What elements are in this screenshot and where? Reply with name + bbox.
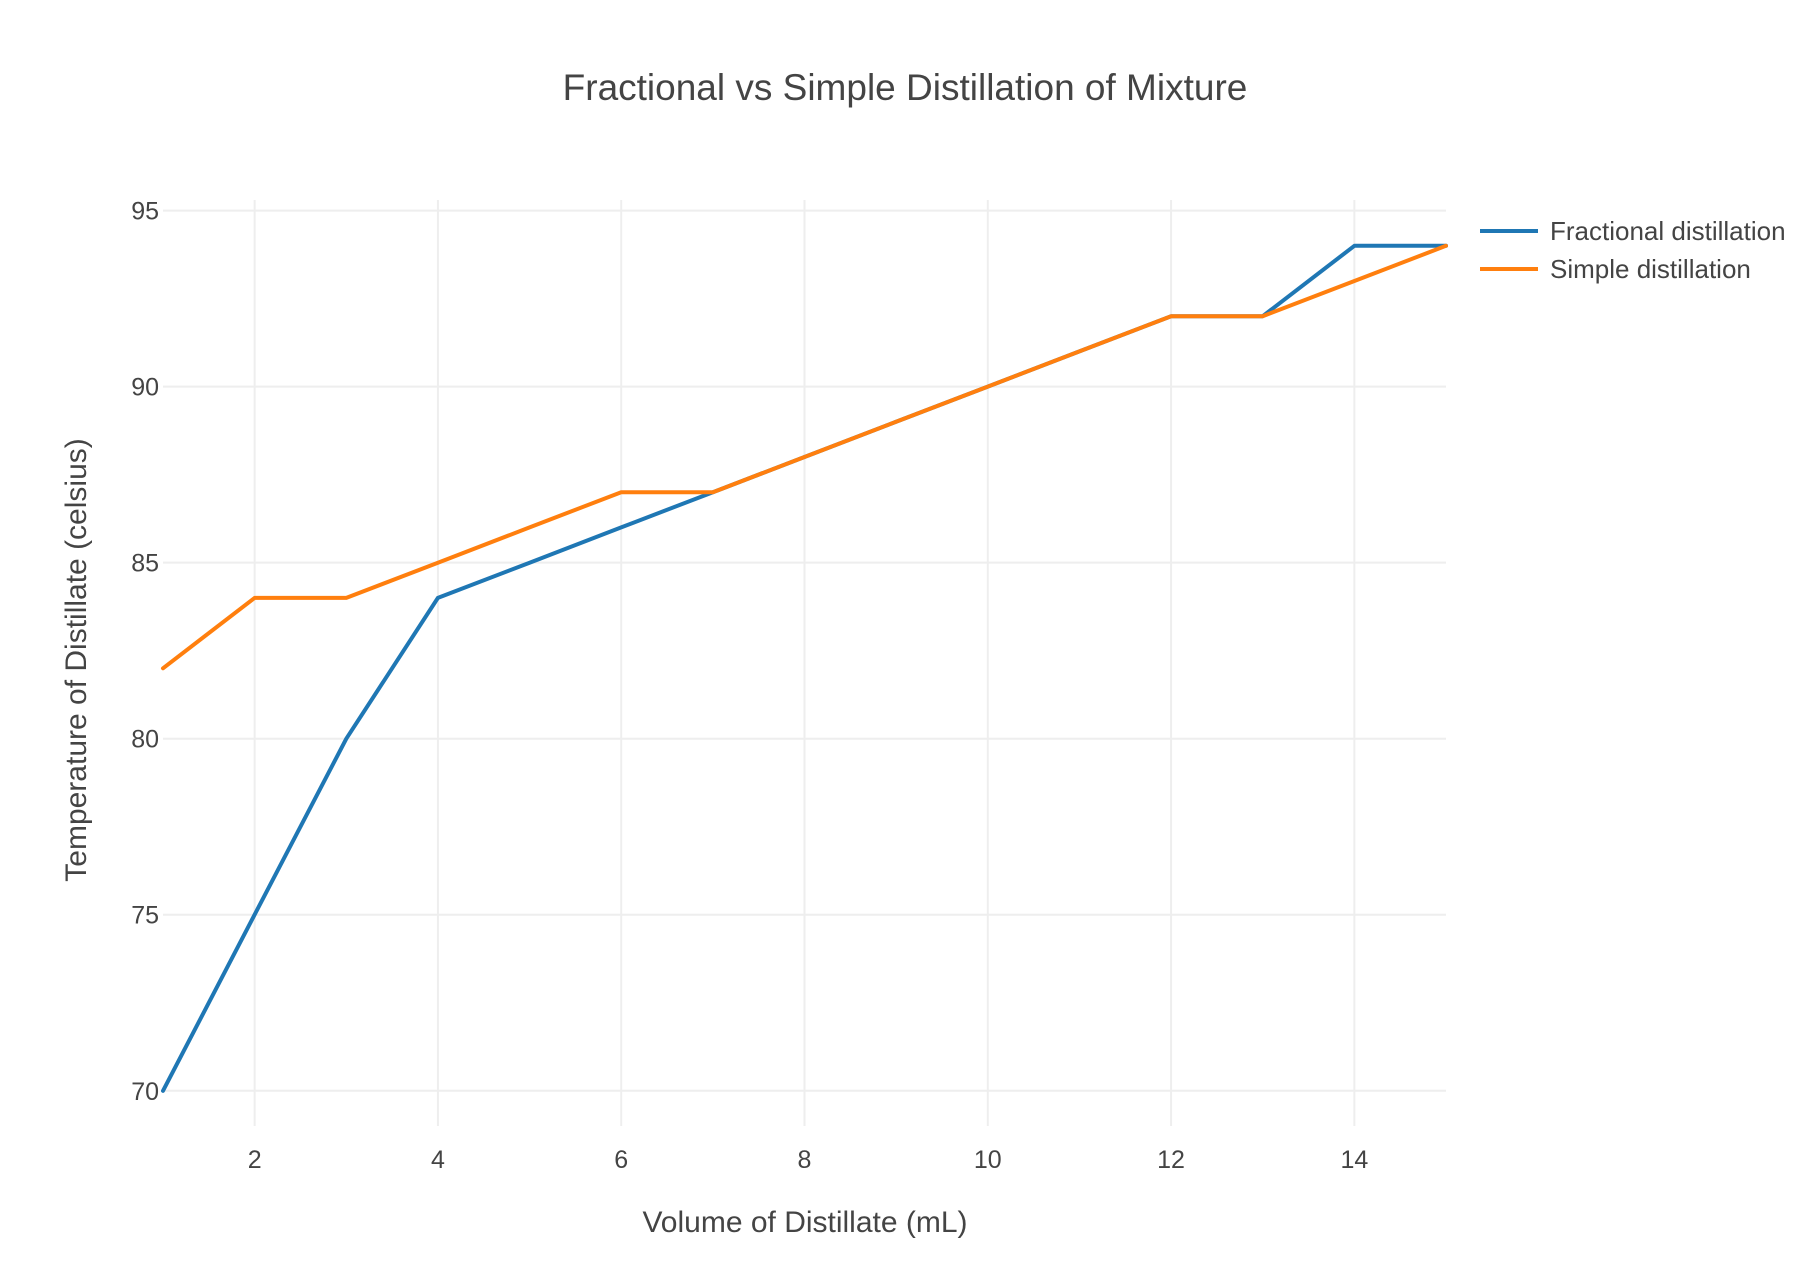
legend-item-fractional[interactable]: Fractional distillation [1480, 216, 1786, 246]
x-tick-label: 14 [1340, 1146, 1368, 1174]
x-tick-label: 10 [974, 1146, 1002, 1174]
y-tick-label: 90 [131, 374, 159, 402]
y-axis-title: Temperature of Distillate (celsius) [60, 438, 93, 881]
x-tick-label: 2 [248, 1146, 262, 1174]
chart-title: Fractional vs Simple Distillation of Mix… [563, 67, 1248, 108]
y-tick-label: 70 [131, 1078, 159, 1106]
x-tick-label: 6 [614, 1146, 628, 1174]
legend-label: Fractional distillation [1550, 216, 1786, 246]
axis-ticks: 2 4 6 8 10 12 14 70 75 80 85 90 95 [131, 198, 1368, 1174]
legend[interactable]: Fractional distillation Simple distillati… [1480, 216, 1786, 284]
plot-area [161, 243, 1448, 1093]
series-line-simple [161, 243, 1448, 671]
x-tick-label: 12 [1157, 1146, 1185, 1174]
y-tick-label: 85 [131, 550, 159, 578]
gridlines [163, 200, 1446, 1126]
y-tick-label: 75 [131, 902, 159, 930]
legend-label: Simple distillation [1550, 254, 1751, 284]
y-tick-label: 95 [131, 198, 159, 226]
legend-item-simple[interactable]: Simple distillation [1480, 254, 1751, 284]
x-tick-label: 8 [798, 1146, 812, 1174]
x-tick-label: 4 [431, 1146, 445, 1174]
y-tick-label: 80 [131, 726, 159, 754]
x-axis-title: Volume of Distillate (mL) [642, 1206, 967, 1239]
